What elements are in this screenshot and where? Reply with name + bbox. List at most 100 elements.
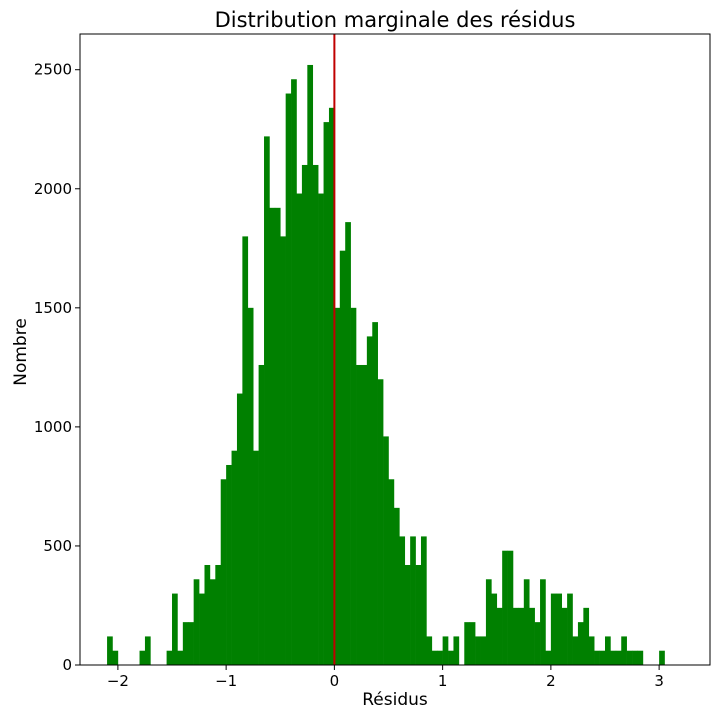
histogram-bar (107, 636, 113, 665)
histogram-bar (199, 593, 205, 665)
histogram-bar (220, 479, 227, 665)
histogram-bar (356, 364, 362, 665)
histogram-bar (453, 636, 460, 665)
histogram-bar (448, 650, 454, 665)
histogram-bar (377, 379, 384, 665)
histogram-bar (621, 636, 627, 665)
histogram-bar (626, 650, 633, 665)
y-tick-label: 500 (43, 537, 72, 555)
y-axis-label: Nombre (11, 318, 31, 386)
histogram-bar (561, 607, 568, 665)
histogram-bar (491, 593, 498, 665)
histogram-bar (388, 479, 395, 665)
x-tick-label: −2 (107, 672, 129, 690)
histogram-bar (523, 579, 530, 665)
histogram-bar (312, 164, 319, 665)
y-tick-label: 0 (62, 656, 72, 674)
histogram-bar (236, 393, 243, 665)
x-axis: −2 −1 0 1 2 3 (107, 665, 664, 690)
histogram-bar (112, 650, 119, 665)
histogram-bar (502, 550, 508, 665)
histogram-bar (588, 636, 595, 665)
histogram-bar (583, 607, 590, 665)
histogram-bar (215, 564, 222, 665)
histogram-bar (545, 650, 552, 665)
y-tick-label: 2000 (34, 180, 72, 198)
histogram-bar (361, 364, 368, 665)
histogram-bar (177, 650, 184, 665)
histogram-bar (247, 307, 254, 665)
histogram-bar (637, 650, 644, 665)
histogram-bar (556, 593, 563, 665)
histogram-bar (269, 207, 276, 666)
x-axis-label: Résidus (362, 690, 428, 710)
histogram-bar (264, 136, 270, 665)
histogram-bar (372, 322, 378, 665)
y-tick-label: 1000 (34, 418, 72, 436)
histogram-bar (512, 607, 519, 665)
histogram-bar (166, 650, 173, 665)
histogram-bar (534, 622, 541, 665)
histogram-bar (572, 636, 579, 665)
histogram-bar (464, 622, 470, 665)
histogram-bar (280, 236, 286, 665)
histogram-bar (393, 507, 400, 665)
y-tick-label: 1500 (34, 299, 72, 317)
histogram-bar (323, 122, 330, 666)
histogram-bar (518, 607, 525, 665)
histogram-bar (610, 650, 617, 665)
histogram-bar (469, 622, 476, 665)
histogram-bar (383, 436, 389, 665)
histogram-bar (328, 107, 335, 666)
histogram-bar (550, 593, 557, 665)
histogram-bar (172, 593, 178, 665)
histogram-bar (442, 636, 449, 665)
histogram-bar (507, 550, 514, 665)
histogram-bar (366, 336, 373, 665)
plot-frame (79, 33, 711, 666)
x-tick-label: 2 (546, 672, 556, 690)
histogram-bar (605, 636, 611, 665)
histogram-bar (404, 564, 411, 665)
histogram-bar (577, 622, 584, 665)
histogram-bar (318, 193, 324, 666)
histogram-bar (431, 650, 438, 665)
histogram-bar (567, 593, 573, 665)
histogram-bar (182, 622, 189, 665)
histogram-bar (410, 536, 416, 665)
histogram-bar (485, 579, 492, 665)
histogram-bar (253, 450, 259, 665)
histogram-bar (258, 364, 265, 665)
histogram-bar (334, 307, 341, 665)
histogram-bar (339, 250, 346, 665)
histogram-bar (399, 536, 406, 665)
histogram-bar (437, 650, 443, 665)
histogram-bar (285, 93, 292, 665)
histogram-bar (296, 193, 303, 666)
histogram-bar (415, 564, 422, 665)
histogram-bar (475, 636, 481, 665)
histogram-bar (426, 636, 433, 665)
histogram-bar (594, 650, 600, 665)
histogram-bar (139, 650, 146, 665)
histogram-bar (188, 622, 194, 665)
histogram-bar (659, 650, 665, 665)
histogram-bar (350, 307, 357, 665)
histogram-bar (540, 579, 546, 665)
y-tick-label: 2500 (34, 61, 72, 79)
histogram-bar (615, 650, 622, 665)
histogram-bar (204, 564, 211, 665)
y-axis: 0 500 1000 1500 2000 2500 (34, 61, 80, 674)
x-tick-label: 3 (654, 672, 664, 690)
x-tick-label: 0 (330, 672, 340, 690)
histogram-bars (107, 64, 665, 666)
histogram-bar (307, 64, 314, 666)
histogram-bar (345, 222, 351, 665)
x-tick-label: −1 (215, 672, 237, 690)
histogram-bar (242, 236, 249, 665)
histogram-bar (226, 464, 232, 665)
histogram-bar (480, 636, 487, 665)
histogram-bar (193, 579, 200, 665)
histogram-bar (209, 579, 216, 665)
